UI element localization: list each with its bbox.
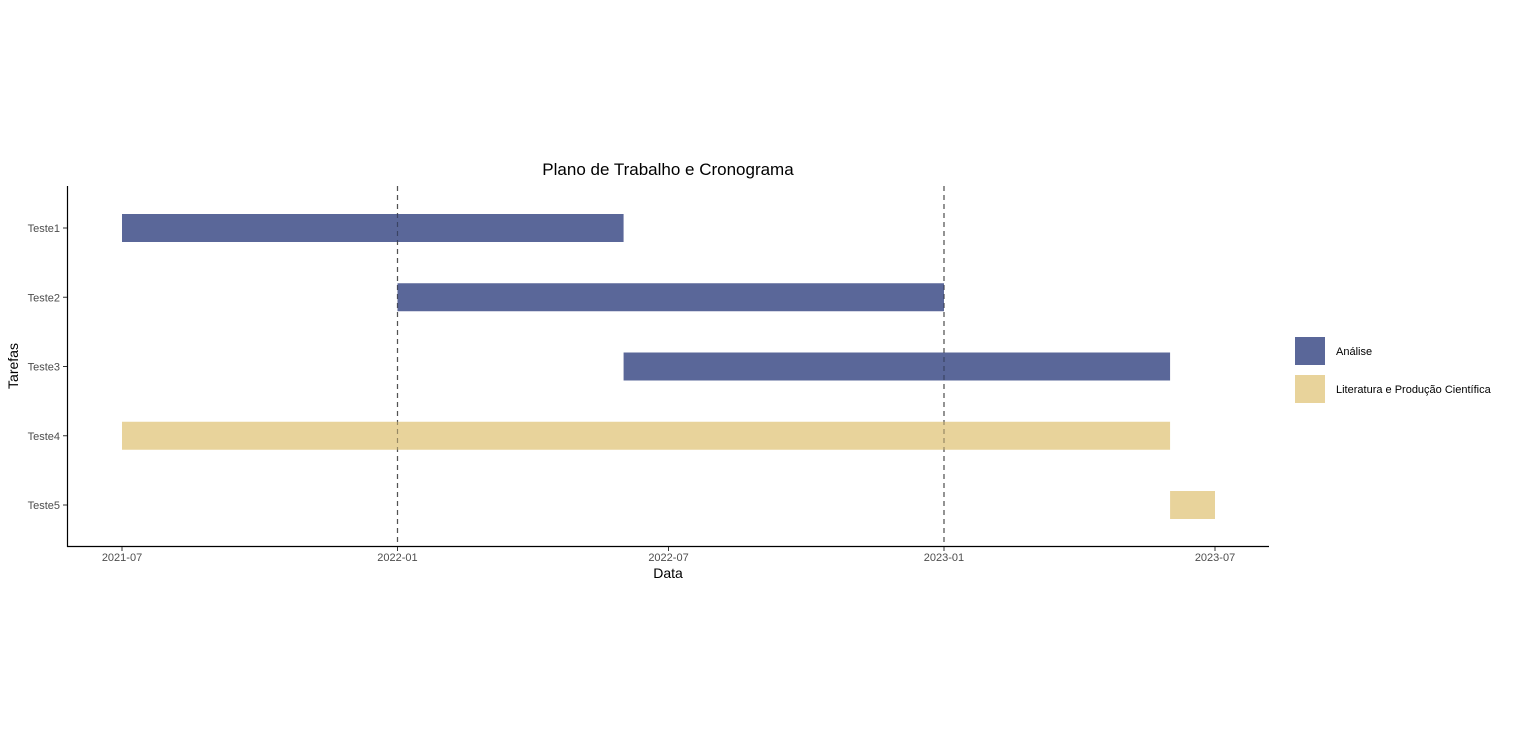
y-tick-label: Teste2 <box>28 292 60 304</box>
legend-key <box>1295 375 1325 403</box>
bar-teste1 <box>122 214 624 242</box>
x-ticks: 2021-07 2022-01 2022-07 2023-01 2023-07 <box>102 547 1235 564</box>
y-axis-title: Tarefas <box>5 343 21 389</box>
y-tick-label: Teste3 <box>28 362 60 374</box>
bar-teste5 <box>1170 491 1215 519</box>
legend-key <box>1295 337 1325 365</box>
legend-label: Análise <box>1336 346 1372 358</box>
x-tick-label: 2022-07 <box>648 552 688 564</box>
x-axis-title: Data <box>653 565 683 581</box>
x-tick-label: 2023-01 <box>924 552 964 564</box>
bar-teste4 <box>122 421 1171 450</box>
x-tick-label: 2022-01 <box>377 552 417 564</box>
x-tick-label: 2021-07 <box>102 552 142 564</box>
y-tick-label: Teste5 <box>28 500 60 512</box>
chart-title: Plano de Trabalho e Cronograma <box>542 160 794 179</box>
y-ticks: Teste1 Teste2 Teste3 Teste4 Teste5 <box>28 223 67 512</box>
bar-teste2 <box>397 283 944 312</box>
bar-teste3 <box>623 352 1171 381</box>
bars <box>122 214 1215 519</box>
x-tick-label: 2023-07 <box>1195 552 1235 564</box>
y-tick-label: Teste4 <box>28 431 60 443</box>
y-tick-label: Teste1 <box>28 223 60 235</box>
legend-label: Literatura e Produção Científica <box>1336 384 1492 396</box>
legend: Análise Literatura e Produção Científica <box>1295 337 1492 403</box>
reference-lines-overlay <box>396 186 945 546</box>
